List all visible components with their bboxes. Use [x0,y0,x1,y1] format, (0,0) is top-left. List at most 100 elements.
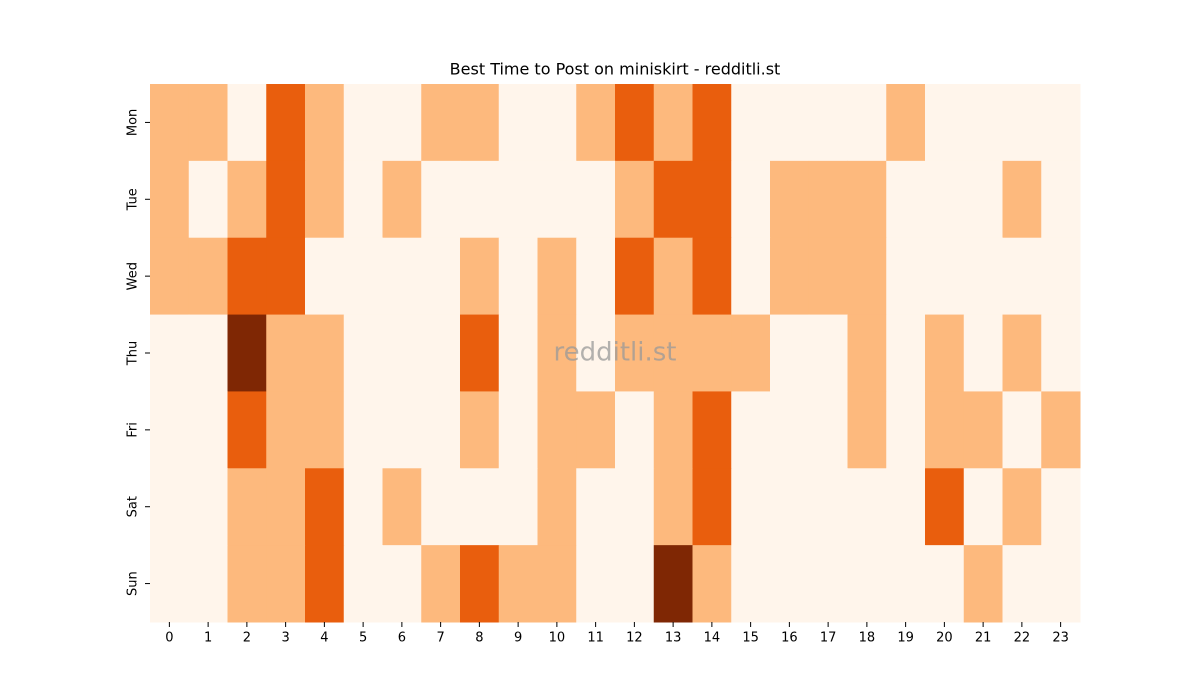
heatmap-cell [576,314,616,392]
heatmap-cell [460,545,500,623]
heatmap-cell [925,160,965,239]
heatmap-cell [731,314,771,392]
heatmap-cell [266,84,306,162]
heatmap-cell [653,314,693,392]
heatmap-cell [537,391,577,469]
heatmap-cell [615,314,655,392]
heatmap-cell [886,545,926,623]
heatmap-cell [847,314,887,392]
heatmap-cell [305,468,345,546]
heatmap-cell [576,391,616,469]
heatmap-cell [1041,160,1081,239]
y-tick-label: Thu [126,341,141,366]
x-tick-label: 13 [665,631,682,646]
heatmap-cell [847,391,887,469]
heatmap-cell [925,545,965,623]
heatmap-cell [808,237,848,316]
x-tick-label: 16 [781,631,798,646]
heatmap-cell [963,468,1003,546]
heatmap-cell [227,237,267,316]
x-tick-label: 5 [359,631,367,646]
heatmap-cell [421,84,461,162]
heatmap-cell [963,545,1003,623]
heatmap-cell [188,160,228,239]
heatmap-cell [808,545,848,623]
heatmap-cell [731,468,771,546]
heatmap-cell [576,468,616,546]
heatmap-cell [305,84,345,162]
heatmap-cell [808,391,848,469]
heatmap-cell [925,468,965,546]
heatmap-cell [770,84,810,162]
heatmap-cell [266,160,306,239]
heatmap-cell [808,468,848,546]
heatmap-cell [963,314,1003,392]
heatmap-cell [305,391,345,469]
heatmap-cell [227,314,267,392]
x-tick-label: 8 [475,631,483,646]
x-tick-label: 23 [1052,631,1069,646]
heatmap-cell [653,160,693,239]
heatmap-cell [576,84,616,162]
heatmap-cell [615,468,655,546]
heatmap-cell [150,468,190,546]
heatmap-cell [615,545,655,623]
heatmap-cell [460,468,500,546]
x-tick-label: 6 [398,631,406,646]
heatmap-cell [731,84,771,162]
heatmap-cell [150,314,190,392]
heatmap-cell [731,237,771,316]
heatmap-cell [692,391,732,469]
x-tick-label: 21 [975,631,992,646]
heatmap-cell [382,314,422,392]
y-tick-label: Sun [126,571,141,596]
heatmap-cell [963,84,1003,162]
heatmap-cell [498,468,538,546]
heatmap-cell [537,545,577,623]
heatmap-cell [266,545,306,623]
heatmap-cell [1002,391,1042,469]
heatmap-cell [847,545,887,623]
heatmap-cell [731,545,771,623]
heatmap-cell [692,84,732,162]
heatmap-cell [188,391,228,469]
heatmap-cell [925,84,965,162]
heatmap-cell [770,160,810,239]
heatmap-cell [808,314,848,392]
heatmap-cell [847,237,887,316]
x-tick-label: 11 [587,631,604,646]
heatmap-cell [382,237,422,316]
x-tick-label: 20 [936,631,953,646]
heatmap-cell [382,468,422,546]
heatmap-cell [576,545,616,623]
heatmap-cell [343,314,383,392]
heatmap-cell [1041,314,1081,392]
x-tick-label: 2 [243,631,251,646]
heatmap-cell [1041,468,1081,546]
heatmap-cell [847,468,887,546]
heatmap-cell [188,314,228,392]
heatmap-cell [266,391,306,469]
heatmap-cell [731,391,771,469]
heatmap-cell [343,160,383,239]
y-tick-label: Sat [126,496,141,517]
heatmap-cell [770,545,810,623]
heatmap-cell [692,545,732,623]
heatmap-cell [460,160,500,239]
heatmap-cell [498,391,538,469]
heatmap-cell [305,160,345,239]
x-tick-label: 18 [859,631,876,646]
heatmap-cell [692,237,732,316]
heatmap-cell [886,468,926,546]
heatmap-cell [963,160,1003,239]
heatmap-cell [421,237,461,316]
heatmap-cell [150,391,190,469]
chart-title: Best Time to Post on miniskirt - redditl… [450,60,781,79]
y-tick-label: Fri [126,422,141,438]
heatmap-cell [615,160,655,239]
x-tick-label: 12 [626,631,643,646]
heatmap-cell [886,314,926,392]
heatmap-cell [1041,545,1081,623]
heatmap-cell [1041,391,1081,469]
